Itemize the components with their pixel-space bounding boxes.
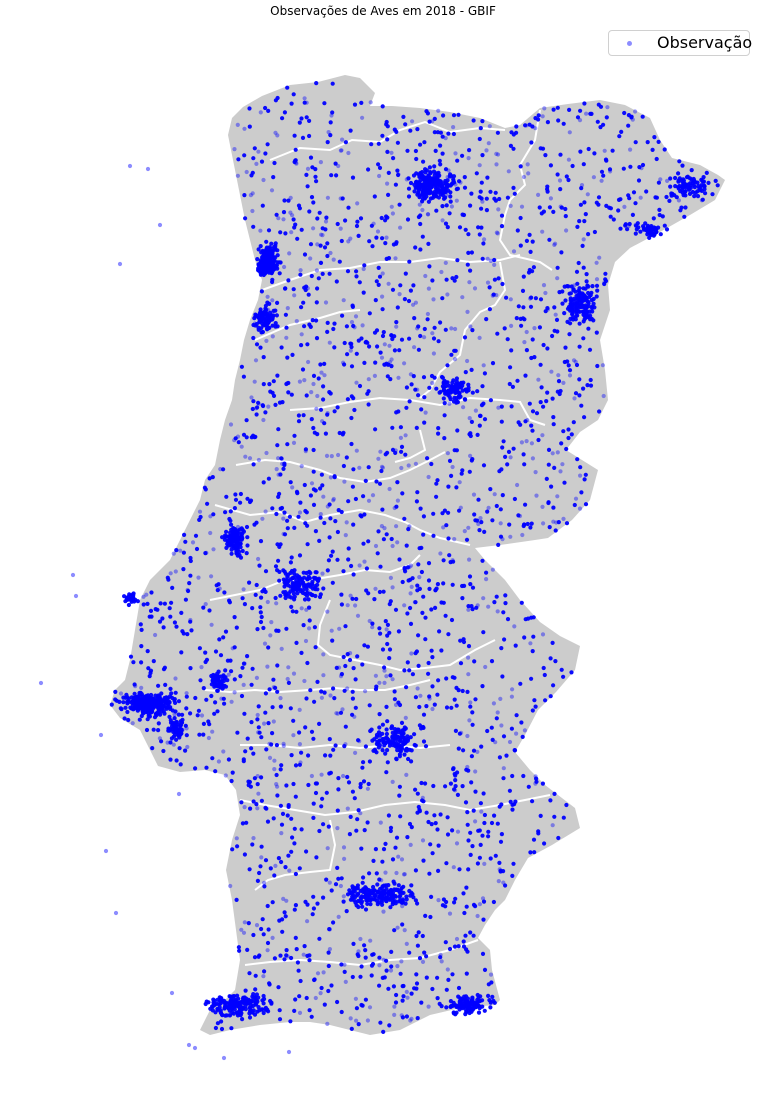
legend: Observação [608,30,753,56]
mainland-portugal-landmass [110,75,725,1035]
map-title: Observações de Aves em 2018 - GBIF [270,4,496,18]
legend-label: Observação [657,33,753,52]
legend-marker-icon [627,41,632,46]
observation-points [38,81,720,1061]
